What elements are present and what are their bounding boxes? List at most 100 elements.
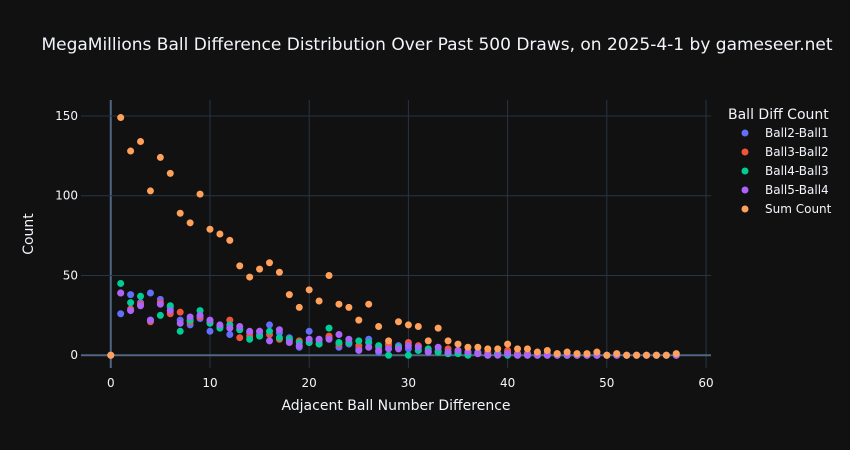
data-point[interactable] xyxy=(176,209,184,217)
data-point[interactable] xyxy=(414,343,422,351)
data-point[interactable] xyxy=(256,327,264,335)
data-point[interactable] xyxy=(127,307,135,315)
data-point[interactable] xyxy=(196,311,204,319)
data-point[interactable] xyxy=(444,337,452,345)
data-point[interactable] xyxy=(156,153,164,161)
data-point[interactable] xyxy=(424,348,432,356)
legend[interactable]: Ball Diff Count Ball2-Ball1 Ball3-Ball2 Ba… xyxy=(728,107,832,216)
legend-item[interactable]: Ball4-Ball3 xyxy=(741,164,829,178)
data-point[interactable] xyxy=(623,351,631,359)
data-point[interactable] xyxy=(404,351,412,359)
data-point[interactable] xyxy=(394,318,402,326)
data-point[interactable] xyxy=(305,335,313,343)
data-point[interactable] xyxy=(156,300,164,308)
data-point[interactable] xyxy=(355,316,363,324)
data-point[interactable] xyxy=(365,300,373,308)
data-point[interactable] xyxy=(464,348,472,356)
data-point[interactable] xyxy=(285,338,293,346)
data-point[interactable] xyxy=(355,337,363,345)
data-point[interactable] xyxy=(504,340,512,348)
data-point[interactable] xyxy=(295,303,303,311)
data-point[interactable] xyxy=(315,340,323,348)
data-point[interactable] xyxy=(385,351,393,359)
data-point[interactable] xyxy=(256,332,264,340)
data-point[interactable] xyxy=(117,289,125,297)
data-point[interactable] xyxy=(137,302,145,310)
data-point[interactable] xyxy=(236,334,244,342)
data-point[interactable] xyxy=(494,345,502,353)
data-point[interactable] xyxy=(246,335,254,343)
data-point[interactable] xyxy=(533,348,541,356)
data-point[interactable] xyxy=(355,342,363,350)
data-point[interactable] xyxy=(523,351,531,359)
data-point[interactable] xyxy=(166,169,174,177)
data-point[interactable] xyxy=(454,346,462,354)
data-point[interactable] xyxy=(275,268,283,276)
data-point[interactable] xyxy=(196,190,204,198)
data-point[interactable] xyxy=(613,350,621,358)
data-point[interactable] xyxy=(166,302,174,310)
data-point[interactable] xyxy=(315,335,323,343)
data-point[interactable] xyxy=(335,338,343,346)
data-point[interactable] xyxy=(434,324,442,332)
data-point[interactable] xyxy=(146,316,154,324)
data-point[interactable] xyxy=(652,351,660,359)
data-point[interactable] xyxy=(504,350,512,358)
data-point[interactable] xyxy=(146,289,154,297)
data-point[interactable] xyxy=(414,323,422,331)
data-point[interactable] xyxy=(633,351,641,359)
data-point[interactable] xyxy=(563,348,571,356)
data-point[interactable] xyxy=(216,321,224,329)
data-point[interactable] xyxy=(404,321,412,329)
data-point[interactable] xyxy=(196,307,204,315)
data-point[interactable] xyxy=(127,147,135,155)
data-point[interactable] xyxy=(127,291,135,299)
data-point[interactable] xyxy=(146,187,154,195)
legend-item[interactable]: Ball2-Ball1 xyxy=(741,126,829,140)
data-point[interactable] xyxy=(543,346,551,354)
data-point[interactable] xyxy=(365,338,373,346)
data-point[interactable] xyxy=(206,327,214,335)
data-point[interactable] xyxy=(117,279,125,287)
data-point[interactable] xyxy=(394,345,402,353)
legend-item[interactable]: Ball5-Ball4 xyxy=(741,183,829,197)
data-point[interactable] xyxy=(226,236,234,244)
data-point[interactable] xyxy=(285,291,293,299)
data-point[interactable] xyxy=(236,262,244,270)
data-point[interactable] xyxy=(593,348,601,356)
data-point[interactable] xyxy=(266,327,274,335)
data-point[interactable] xyxy=(166,307,174,315)
data-point[interactable] xyxy=(514,345,522,353)
data-point[interactable] xyxy=(325,335,333,343)
data-point[interactable] xyxy=(117,114,125,122)
data-point[interactable] xyxy=(672,350,680,358)
data-point[interactable] xyxy=(474,350,482,358)
data-point[interactable] xyxy=(484,351,492,359)
data-point[interactable] xyxy=(494,351,502,359)
data-point[interactable] xyxy=(434,343,442,351)
data-point[interactable] xyxy=(176,308,184,316)
data-point[interactable] xyxy=(226,331,234,338)
data-point[interactable] xyxy=(375,346,383,354)
data-point[interactable] xyxy=(484,345,492,353)
data-point[interactable] xyxy=(305,327,313,335)
data-point[interactable] xyxy=(127,299,135,307)
data-point[interactable] xyxy=(543,351,551,359)
data-point[interactable] xyxy=(325,271,333,279)
data-point[interactable] xyxy=(246,327,254,335)
data-point[interactable] xyxy=(335,300,343,308)
data-point[interactable] xyxy=(385,337,393,345)
data-point[interactable] xyxy=(444,348,452,356)
data-point[interactable] xyxy=(424,337,432,345)
data-point[interactable] xyxy=(246,273,254,281)
data-point[interactable] xyxy=(266,321,274,329)
data-point[interactable] xyxy=(355,346,363,354)
data-point[interactable] xyxy=(583,350,591,358)
data-point[interactable] xyxy=(375,323,383,331)
data-point[interactable] xyxy=(514,351,522,359)
data-point[interactable] xyxy=(275,334,283,342)
data-point[interactable] xyxy=(553,350,561,358)
data-point[interactable] xyxy=(573,350,581,358)
data-point[interactable] xyxy=(216,230,224,238)
data-point[interactable] xyxy=(325,324,333,332)
